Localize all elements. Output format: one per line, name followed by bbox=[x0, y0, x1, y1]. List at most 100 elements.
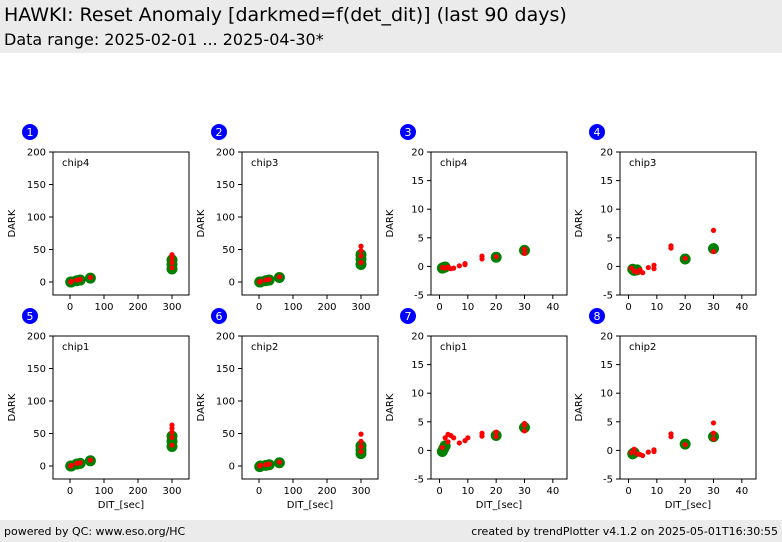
data-point-small bbox=[682, 442, 688, 448]
y-tick-label: -5 bbox=[603, 475, 613, 486]
x-tick-label: 0 bbox=[67, 486, 73, 497]
data-point-small bbox=[276, 459, 282, 465]
y-tick-label: 10 bbox=[411, 389, 424, 400]
y-tick-label: 50 bbox=[33, 245, 46, 256]
data-point-small bbox=[266, 276, 272, 282]
x-tick-label: 10 bbox=[650, 486, 663, 497]
y-tick-label: -5 bbox=[414, 291, 424, 302]
data-point-small bbox=[465, 435, 471, 441]
data-point-small bbox=[651, 262, 657, 268]
data-point-small bbox=[710, 430, 717, 436]
plot-frame bbox=[241, 151, 379, 296]
y-tick-label: 0 bbox=[607, 262, 613, 273]
data-point-small bbox=[710, 436, 717, 442]
y-tick-label: -5 bbox=[603, 291, 613, 302]
y-tick-label: 150 bbox=[216, 364, 235, 375]
y-tick-label: 10 bbox=[600, 389, 613, 400]
x-axis-label: DIT_[sec] bbox=[287, 500, 334, 511]
subplot-6: 6 chip2 0 100 200 300 0 50 100 150 200 DARK DIT_[sec… bbox=[196, 308, 379, 511]
y-tick-label: 200 bbox=[27, 148, 46, 159]
x-tick-label: 10 bbox=[650, 302, 663, 313]
subplot-3: 3 chip4 0 10 20 30 40 -5 0 5 10 15 20 DARK bbox=[385, 124, 568, 313]
data-point-small bbox=[266, 461, 272, 467]
data-range-subtitle: Data range: 2025-02-01 ... 2025-04-30* bbox=[4, 30, 324, 49]
data-point-small bbox=[358, 438, 364, 444]
data-point-small bbox=[257, 462, 263, 468]
x-tick-label: 200 bbox=[317, 302, 336, 313]
data-point-small bbox=[257, 278, 263, 284]
panel-badge-number: 1 bbox=[27, 126, 34, 139]
x-tick-label: 200 bbox=[317, 486, 336, 497]
y-tick-label: 0 bbox=[40, 462, 46, 473]
x-tick-label: 0 bbox=[436, 486, 442, 497]
x-tick-label: 10 bbox=[461, 486, 474, 497]
data-point-small bbox=[682, 255, 688, 261]
y-tick-label: 20 bbox=[600, 148, 613, 159]
x-tick-label: 0 bbox=[67, 302, 73, 313]
data-point-small bbox=[169, 252, 175, 258]
data-point-small bbox=[87, 274, 93, 281]
subplot-4: 4 chip3 0 10 20 30 40 -5 0 5 10 15 20 DARK bbox=[574, 124, 757, 313]
data-point-small bbox=[668, 431, 674, 437]
y-tick-label: 0 bbox=[418, 262, 424, 273]
y-tick-label: 100 bbox=[216, 213, 235, 224]
x-tick-label: 100 bbox=[283, 486, 302, 497]
data-point-small bbox=[445, 439, 451, 445]
data-point-small bbox=[358, 259, 364, 266]
plot-frame bbox=[52, 335, 190, 480]
x-tick-label: 0 bbox=[256, 486, 262, 497]
data-point-small bbox=[77, 460, 83, 466]
plot-frame bbox=[619, 335, 757, 480]
y-axis-label: DARK bbox=[7, 209, 18, 237]
data-point-small bbox=[451, 265, 457, 271]
y-tick-label: 10 bbox=[411, 205, 424, 216]
x-axis-label: DIT_[sec] bbox=[665, 500, 712, 511]
data-point-small bbox=[493, 434, 499, 440]
chip-label: chip1 bbox=[62, 342, 89, 353]
y-tick-label: 200 bbox=[27, 332, 46, 343]
y-tick-label: 200 bbox=[216, 332, 235, 343]
page-title: HAWKI: Reset Anomaly [darkmed=f(det_dit)… bbox=[4, 4, 567, 26]
chip-label: chip2 bbox=[629, 342, 656, 353]
x-tick-label: 200 bbox=[128, 302, 147, 313]
panel-badge bbox=[22, 308, 38, 324]
y-tick-label: 150 bbox=[27, 180, 46, 191]
panel-badge-number: 8 bbox=[594, 310, 601, 323]
panel-badge bbox=[400, 308, 416, 324]
x-tick-label: 30 bbox=[707, 486, 720, 497]
y-tick-label: 50 bbox=[33, 429, 46, 440]
data-point-small bbox=[358, 449, 364, 455]
data-point-small bbox=[521, 428, 528, 434]
panel-badge-number: 6 bbox=[216, 310, 223, 323]
y-tick-label: 100 bbox=[27, 397, 46, 408]
footer-credit: powered by QC: www.eso.org/HC bbox=[4, 525, 186, 538]
y-tick-label: 15 bbox=[600, 176, 613, 187]
data-point-small bbox=[169, 265, 175, 271]
subplot-7: 7 chip1 0 10 20 30 40 -5 0 5 10 15 20 DARK DIT_[sec] bbox=[385, 308, 568, 511]
y-tick-label: -5 bbox=[414, 475, 424, 486]
data-point-small bbox=[68, 278, 74, 284]
data-point-small bbox=[68, 462, 74, 468]
data-point-small bbox=[456, 263, 462, 269]
y-tick-label: 15 bbox=[411, 176, 424, 187]
y-axis-label: DARK bbox=[385, 393, 396, 421]
x-tick-label: 40 bbox=[735, 302, 748, 313]
data-point-small bbox=[645, 449, 651, 455]
x-tick-label: 300 bbox=[162, 302, 181, 313]
data-point-small bbox=[493, 254, 499, 260]
data-point-small bbox=[631, 446, 637, 452]
data-point-small bbox=[628, 450, 634, 456]
panel-badge-number: 4 bbox=[594, 126, 601, 139]
x-tick-label: 0 bbox=[625, 302, 631, 313]
plot-frame bbox=[52, 151, 190, 296]
x-tick-label: 100 bbox=[94, 486, 113, 497]
data-point-small bbox=[479, 430, 485, 436]
y-tick-label: 5 bbox=[607, 417, 613, 428]
y-tick-label: 5 bbox=[418, 417, 424, 428]
x-tick-label: 0 bbox=[625, 486, 631, 497]
y-tick-label: 100 bbox=[216, 397, 235, 408]
y-tick-label: 0 bbox=[229, 278, 235, 289]
data-point-small bbox=[358, 243, 364, 249]
data-point-small bbox=[439, 444, 445, 451]
y-tick-label: 0 bbox=[418, 446, 424, 457]
